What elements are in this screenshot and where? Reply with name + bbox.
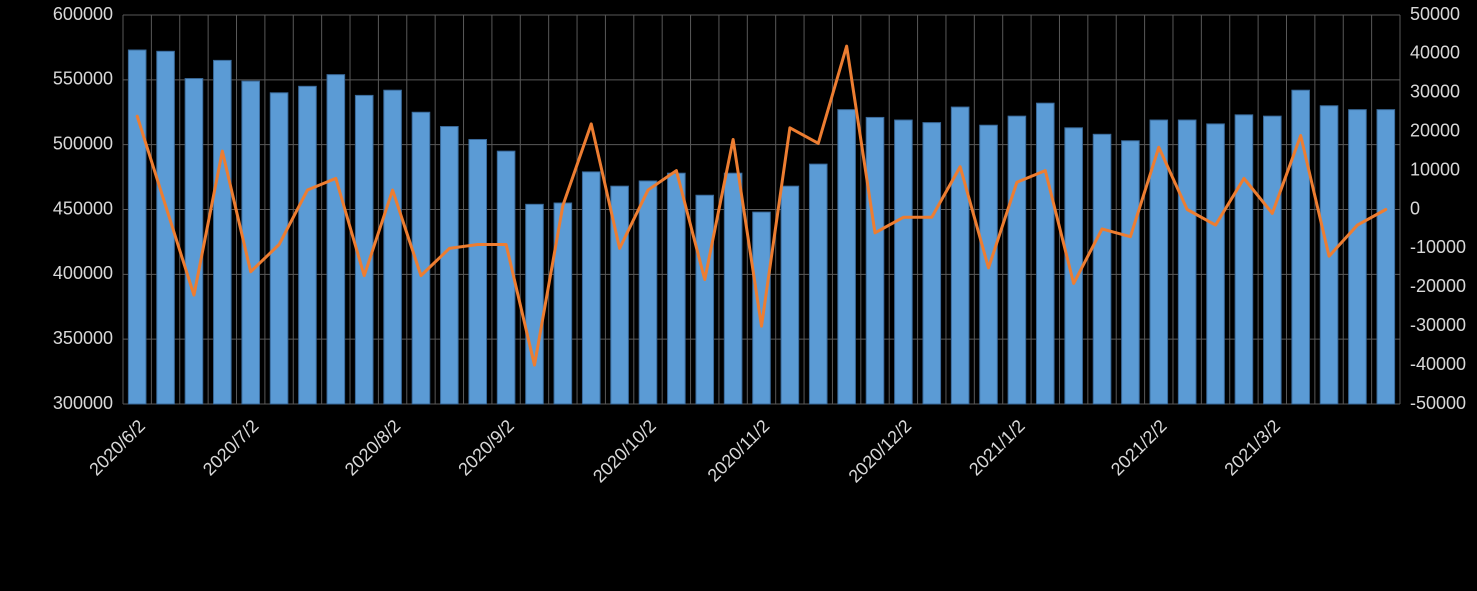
bar — [1036, 103, 1054, 404]
bar — [384, 90, 402, 404]
y-right-tick-label: 50000 — [1410, 4, 1460, 24]
chart-container: 3000003500004000004500005000005500006000… — [0, 0, 1477, 591]
y-right-tick-label: 40000 — [1410, 43, 1460, 63]
y-left-tick-label: 600000 — [53, 4, 113, 24]
bar — [1264, 116, 1282, 404]
bar — [526, 204, 544, 404]
bar — [1122, 141, 1140, 404]
bar — [582, 172, 600, 404]
bar — [696, 195, 714, 404]
y-right-tick-label: -20000 — [1410, 276, 1466, 296]
y-left-tick-label: 550000 — [53, 69, 113, 89]
bar — [838, 110, 856, 404]
y-right-tick-label: -10000 — [1410, 237, 1466, 257]
bar — [441, 127, 459, 404]
bar — [1008, 116, 1026, 404]
combo-chart: 3000003500004000004500005000005500006000… — [0, 0, 1477, 591]
y-right-tick-label: -30000 — [1410, 315, 1466, 335]
bar — [128, 50, 146, 404]
bar — [1065, 128, 1083, 404]
y-right-tick-label: 20000 — [1410, 120, 1460, 140]
bar — [809, 164, 827, 404]
bar — [923, 123, 941, 404]
bar — [1349, 110, 1367, 404]
bar — [781, 186, 799, 404]
y-left-tick-label: 400000 — [53, 263, 113, 283]
bar — [866, 117, 884, 404]
bar — [469, 139, 487, 404]
bar — [1207, 124, 1225, 404]
y-left-tick-label: 350000 — [53, 328, 113, 348]
bar — [1178, 120, 1196, 404]
bar — [668, 173, 686, 404]
y-right-tick-label: 10000 — [1410, 159, 1460, 179]
y-left-tick-label: 300000 — [53, 393, 113, 413]
y-right-tick-label: -40000 — [1410, 354, 1466, 374]
bar — [299, 86, 317, 404]
y-right-tick-label: 0 — [1410, 198, 1420, 218]
bar — [951, 107, 969, 404]
bar — [214, 60, 232, 404]
bar — [185, 79, 203, 404]
bar — [1235, 115, 1253, 404]
bar — [895, 120, 913, 404]
bar — [639, 181, 657, 404]
y-left-tick-label: 500000 — [53, 133, 113, 153]
bar — [753, 212, 771, 404]
bar — [1093, 134, 1111, 404]
y-right-tick-label: -50000 — [1410, 393, 1466, 413]
bar — [497, 151, 515, 404]
bar — [1377, 110, 1395, 404]
bar — [724, 173, 742, 404]
y-right-tick-label: 30000 — [1410, 82, 1460, 102]
y-left-tick-label: 450000 — [53, 198, 113, 218]
bar — [327, 75, 345, 404]
